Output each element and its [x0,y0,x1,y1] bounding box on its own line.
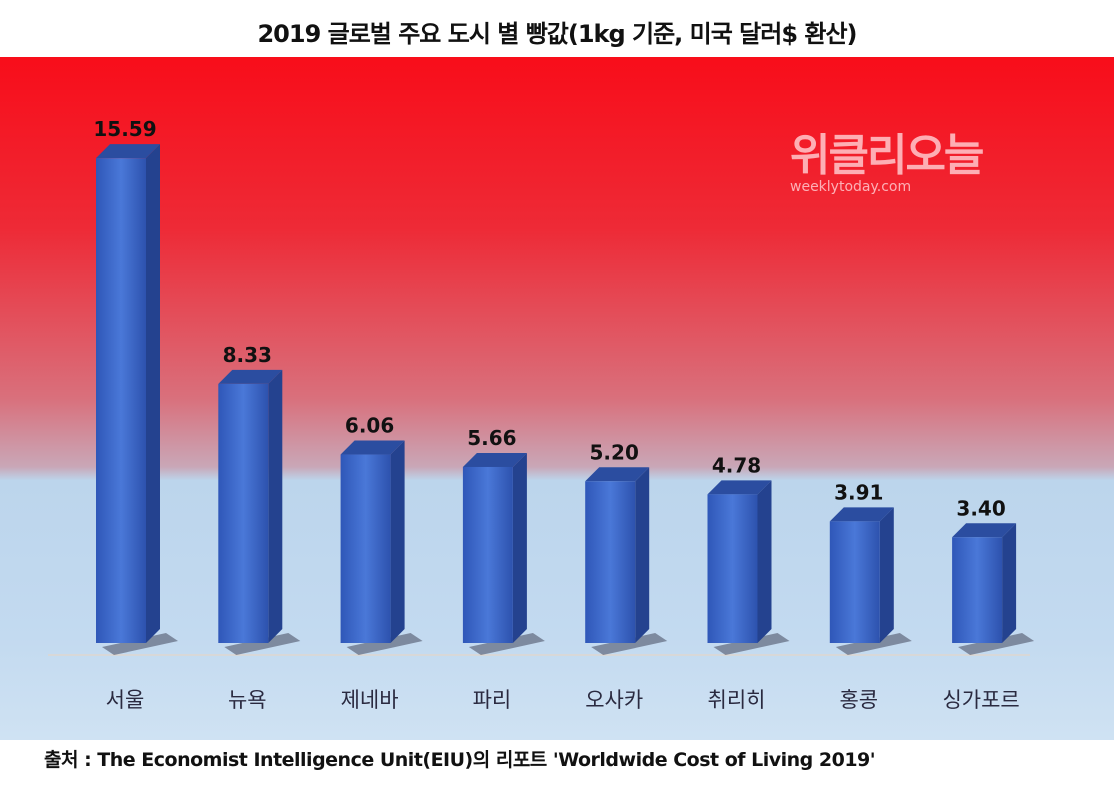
bar-chart: 15.59 서울 8.33 뉴욕 6.06 제네바 5.66 파리 5.20 오사카 4.78 취리히… [48,117,1035,712]
bar-side [635,467,650,643]
bar [340,454,391,643]
watermark-logo: 위클리오늘 weeklytoday.com [790,119,984,195]
bar-shadow [468,633,545,655]
chart-panel: 15.59 서울 8.33 뉴욕 6.06 제네바 5.66 파리 5.20 오사카 4.78 취리히… [0,57,1114,740]
x-tick-label: 뉴욕 [228,688,267,712]
bar-top [462,452,527,467]
bar-shadow [346,633,423,655]
bar-side [390,440,405,643]
bar-top [952,523,1017,538]
bar [707,494,758,643]
bar [829,521,880,643]
bar-shadow [102,633,178,655]
bar-side [512,452,527,643]
bar-side [146,144,160,643]
x-tick-label: 서울 [106,688,145,712]
x-tick-label: 제네바 [341,688,399,712]
chart-title: 2019 글로벌 주요 도시 별 빵값(1kg 기준, 미국 달러$ 환산) [257,20,857,48]
bar [585,481,636,643]
data-label: 5.66 [467,426,516,450]
data-label: 3.91 [834,480,883,504]
bar-top [707,480,772,495]
bar-shadow [224,633,301,655]
x-tick-label: 싱가포르 [942,688,1019,712]
data-label: 3.40 [956,496,1005,520]
x-tick-label: 오사카 [585,688,643,712]
bar-side [757,480,772,643]
bar-shadow [591,633,668,655]
watermark-url: weeklytoday.com [790,179,912,195]
bar-top [829,507,894,522]
bar-side [1002,523,1017,643]
bar-top [340,440,405,455]
x-tick-label: 파리 [473,688,512,712]
x-tick-label: 홍콩 [839,688,878,712]
data-label: 8.33 [223,343,272,367]
bar-top [96,144,160,159]
bar-top [585,467,650,482]
bar-shadow [958,633,1035,655]
data-label: 15.59 [93,117,156,141]
bar-shadow [713,633,790,655]
bar [952,537,1003,643]
data-label: 6.06 [345,414,394,438]
bar [462,466,513,643]
bar-shadow [835,633,912,655]
source-note: 출처 : The Economist Intelligence Unit(EIU… [44,749,876,771]
bar-side [879,507,894,643]
data-label: 5.20 [590,440,639,464]
bar [218,383,269,643]
watermark-name: 위클리오늘 [790,130,984,181]
data-label: 4.78 [712,453,761,477]
x-tick-label: 취리히 [708,688,766,712]
bar [96,158,146,643]
bar-top [218,369,283,384]
bar-side [268,369,283,643]
